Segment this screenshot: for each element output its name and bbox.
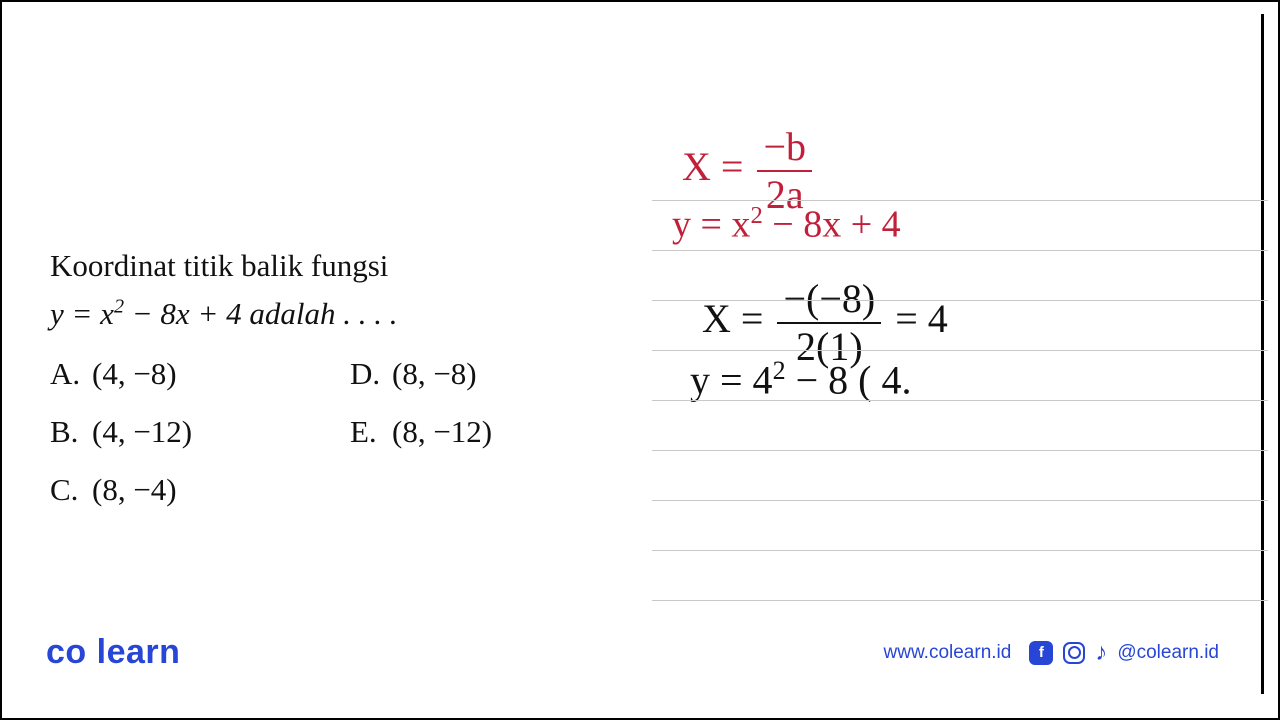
option-d[interactable]: D.(8, −8) — [350, 356, 610, 392]
equation-lead: y = x — [50, 296, 114, 331]
footer: co learn www.colearn.id f ♪ @colearn.id — [16, 633, 1261, 672]
equation-exponent: 2 — [114, 296, 124, 318]
hand-red-equation: y = x2 − 8x + 4 — [672, 202, 901, 247]
option-c[interactable]: C.(8, −4) — [50, 472, 350, 508]
social-handle[interactable]: @colearn.id — [1117, 642, 1219, 664]
question-equation: y = x2 − 8x + 4 adalah . . . . — [50, 290, 610, 338]
question-prompt: Koordinat titik balik fungsi — [50, 242, 610, 290]
site-url[interactable]: www.colearn.id — [884, 642, 1012, 664]
brand-logo: co learn — [46, 633, 180, 672]
brand-dot-icon — [87, 633, 97, 671]
frame-outer: Koordinat titik balik fungsi y = x2 − 8x… — [0, 0, 1280, 720]
ruled-line — [652, 350, 1268, 351]
social-block: f ♪ @colearn.id — [1029, 639, 1219, 667]
ruled-line — [652, 500, 1268, 501]
options-grid: A.(4, −8) D.(8, −8) B.(4, −12) E.(8, −12… — [50, 356, 610, 508]
question-block: Koordinat titik balik fungsi y = x2 − 8x… — [50, 242, 610, 508]
brand-co: co — [46, 633, 87, 671]
option-e[interactable]: E.(8, −12) — [350, 414, 610, 450]
ruled-line — [652, 200, 1268, 201]
option-b[interactable]: B.(4, −12) — [50, 414, 350, 450]
ruled-line — [652, 600, 1268, 601]
instagram-icon[interactable] — [1063, 642, 1085, 664]
ruled-line — [652, 300, 1268, 301]
ruled-line — [652, 550, 1268, 551]
option-a[interactable]: A.(4, −8) — [50, 356, 350, 392]
hand-black-x-calc: X = −(−8) 2(1) = 4 — [702, 278, 948, 368]
ruled-line — [652, 450, 1268, 451]
tiktok-icon[interactable]: ♪ — [1095, 639, 1107, 667]
ruled-line — [652, 400, 1268, 401]
hand-black-y-calc: y = 42 − 8 ( 4. — [690, 356, 911, 403]
x-eq-label: X = — [682, 144, 743, 189]
ruled-line — [652, 250, 1268, 251]
equation-tail: − 8x + 4 adalah . . . . — [124, 296, 397, 331]
footer-right: www.colearn.id f ♪ @colearn.id — [884, 639, 1219, 667]
worksheet-area: X = −b 2a y = x2 − 8x + 4 X = −(−8) 2(1)… — [652, 182, 1268, 632]
brand-learn: learn — [97, 633, 181, 671]
frame-inner: Koordinat titik balik fungsi y = x2 − 8x… — [16, 14, 1264, 694]
facebook-icon[interactable]: f — [1029, 641, 1053, 665]
fraction-neg8-over-2: −(−8) 2(1) — [777, 278, 881, 368]
